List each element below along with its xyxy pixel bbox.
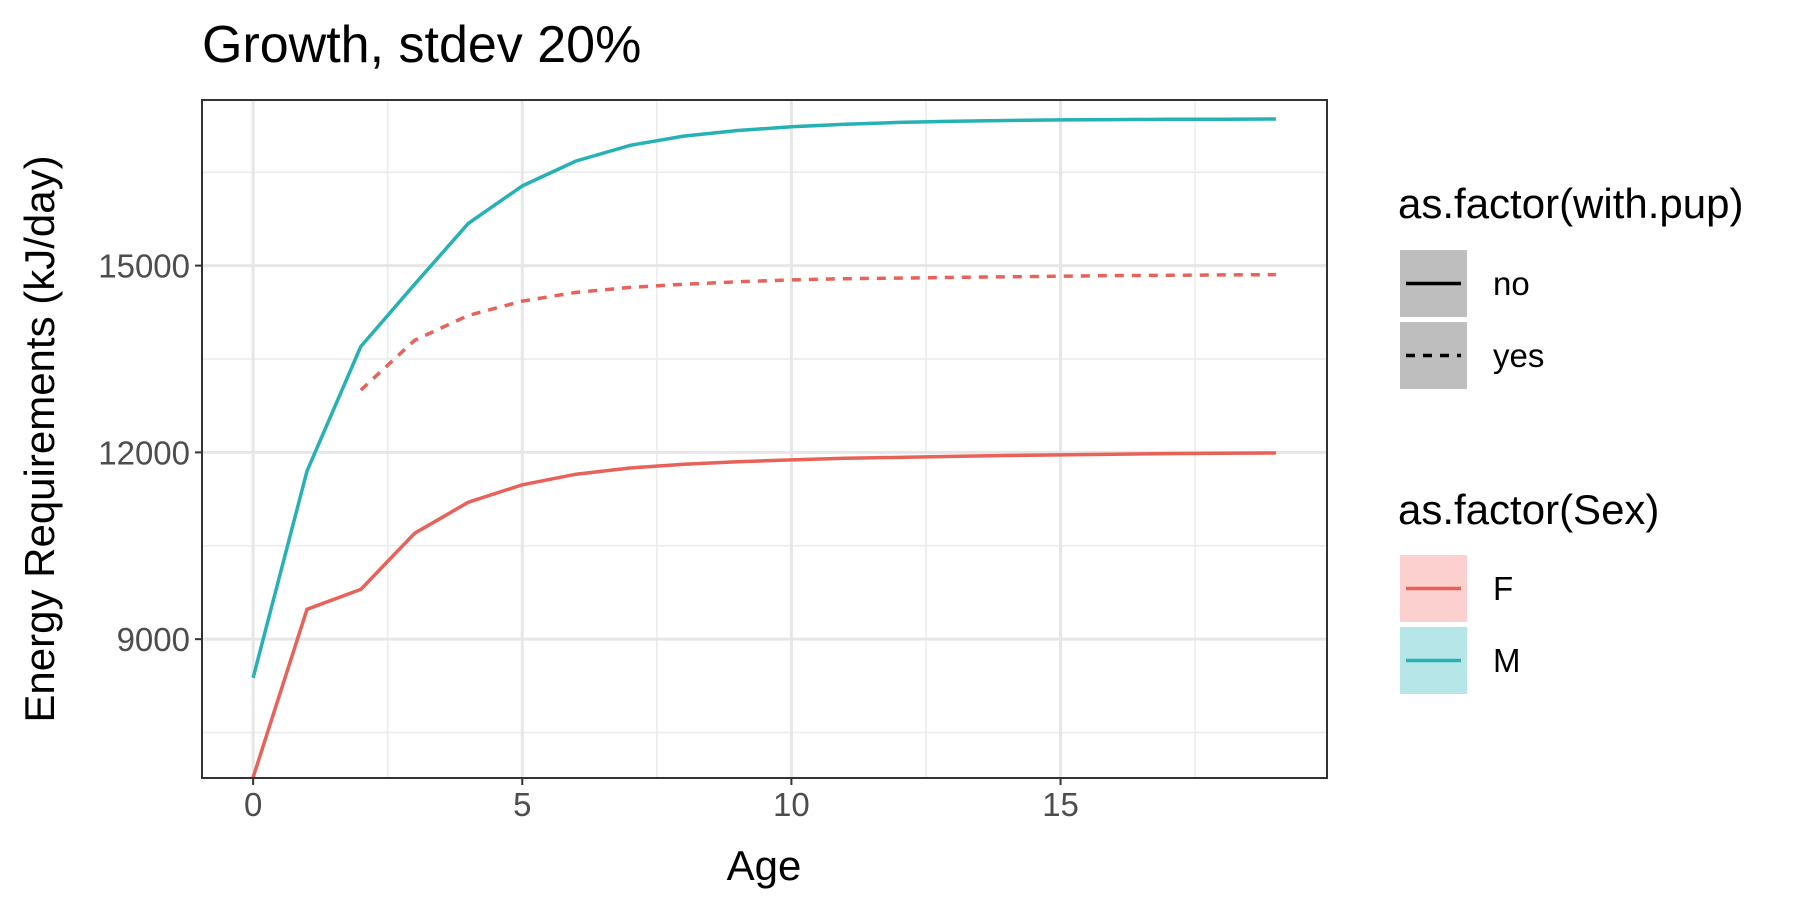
x-tick-label: 0 <box>244 786 262 823</box>
series-line-m-no <box>251 117 1276 679</box>
legend-sex: as.factor(Sex) F M <box>1398 486 1659 694</box>
legend-label-yes: yes <box>1493 337 1544 374</box>
series-line-f-yes <box>359 272 1276 392</box>
x-tick-label: 5 <box>513 786 531 823</box>
y-axis-title: Energy Requirements (kJ/day) <box>16 155 63 722</box>
legend-item-yes: yes <box>1400 322 1544 389</box>
y-tick-label: 12000 <box>98 434 190 471</box>
legend-item-f: F <box>1400 555 1513 622</box>
x-axis: 0 5 10 15 <box>244 778 1079 823</box>
plot-panel <box>201 99 1328 779</box>
minor-gridlines <box>202 100 1327 778</box>
y-axis: 9000 12000 15000 <box>98 248 202 658</box>
y-tick-label: 15000 <box>98 248 190 285</box>
plot-border <box>201 99 1328 779</box>
legend-sex-title: as.factor(Sex) <box>1398 486 1659 533</box>
series-line-f-no <box>251 451 1276 778</box>
y-tick-label: 9000 <box>117 621 190 658</box>
legend-item-m: M <box>1400 627 1521 694</box>
x-tick-label: 15 <box>1042 786 1079 823</box>
x-tick-label: 10 <box>773 786 810 823</box>
legend-with-pup: as.factor(with.pup) no yes <box>1398 180 1743 389</box>
legend-label-no: no <box>1493 265 1530 302</box>
x-axis-title: Age <box>727 842 802 889</box>
legend-label-m: M <box>1493 642 1521 679</box>
legend-with-pup-title: as.factor(with.pup) <box>1398 180 1743 227</box>
legend-item-no: no <box>1400 250 1530 317</box>
series-lines <box>251 117 1276 778</box>
legend-label-f: F <box>1493 570 1513 607</box>
chart-title: Growth, stdev 20% <box>202 16 641 74</box>
plot-background <box>202 100 1327 778</box>
